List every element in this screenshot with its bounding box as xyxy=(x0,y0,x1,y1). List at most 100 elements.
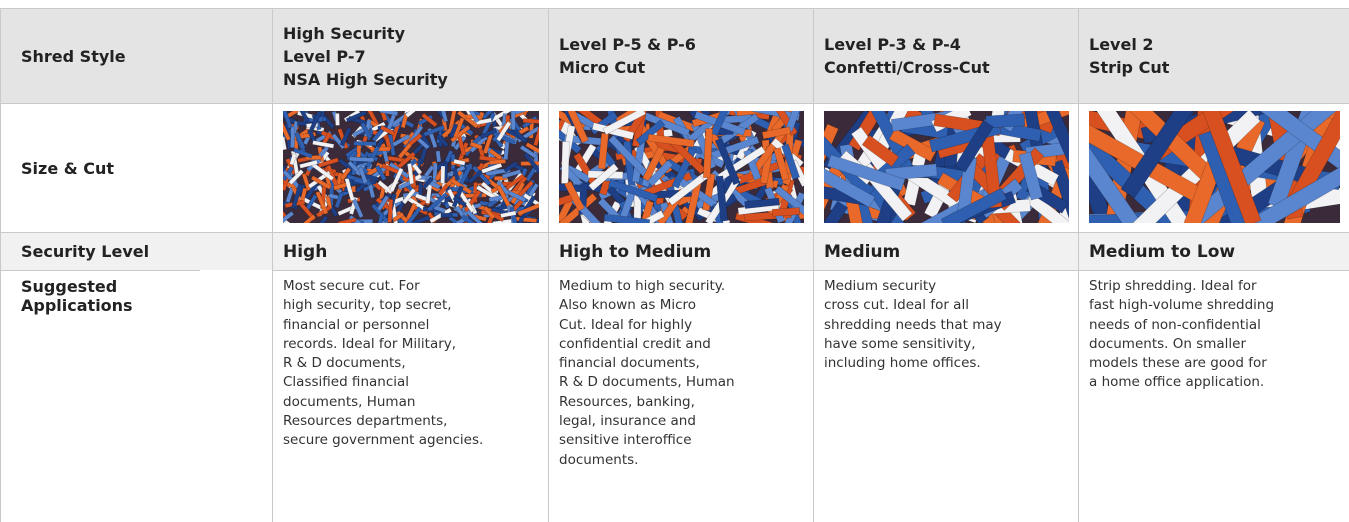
shred-strip xyxy=(496,184,511,208)
shred-strip xyxy=(522,118,539,124)
security-level: High to Medium xyxy=(548,232,813,270)
shred-strip xyxy=(437,183,449,196)
header-cell: High Security Level P-7 NSA High Security xyxy=(272,8,548,103)
shred-strip xyxy=(515,215,525,223)
header-line: Micro Cut xyxy=(559,58,646,77)
shred-strip xyxy=(503,160,519,173)
shred-strip xyxy=(1050,185,1069,223)
application-line: Also known as Micro xyxy=(559,297,697,314)
shred-strip xyxy=(714,137,741,186)
shred-strip xyxy=(1227,126,1340,223)
shred-strip xyxy=(488,158,507,165)
shred-strip xyxy=(317,157,340,168)
shred-strip xyxy=(667,174,705,206)
header-cell: Level P-5 & P-6 Micro Cut xyxy=(548,8,813,103)
shred-strip xyxy=(440,111,449,123)
shred-strip xyxy=(482,205,496,220)
application-line: shredding needs that may xyxy=(824,316,1002,333)
application-line: financial or personnel xyxy=(283,316,430,333)
shred-strip xyxy=(501,169,522,179)
shred-strip xyxy=(283,210,295,223)
shred-strip xyxy=(357,166,368,184)
shred-strip xyxy=(283,136,288,151)
shred-strip xyxy=(646,159,674,187)
shred-strip xyxy=(301,172,312,192)
application-cell: Medium to high security. Also known as Mi… xyxy=(548,270,813,522)
shred-strip xyxy=(426,192,449,213)
security-level: Medium to Low xyxy=(1078,232,1349,270)
application-cell: Most secure cut. For high security, top s… xyxy=(272,270,548,522)
application-line: confidential credit and xyxy=(559,335,711,352)
shred-strip xyxy=(781,143,801,180)
application-line: financial documents, xyxy=(559,355,700,372)
shred-strip xyxy=(298,213,317,223)
shred-strip xyxy=(448,215,461,223)
shred-strip xyxy=(1198,111,1262,223)
application-line: documents. xyxy=(559,451,639,468)
shred-strip xyxy=(1089,111,1140,223)
application-line: secure government agencies. xyxy=(283,432,484,449)
application-line: a home office application. xyxy=(1089,374,1265,391)
shred-strip xyxy=(638,209,665,223)
application-line: R & D documents, Human xyxy=(559,374,735,391)
shred-strip xyxy=(647,133,695,148)
shred-strip xyxy=(1044,111,1069,164)
shred-strip xyxy=(391,211,405,223)
image-cell xyxy=(548,103,813,232)
shred-strip xyxy=(429,207,453,223)
shred-strip xyxy=(451,167,461,181)
shred-strip xyxy=(467,169,484,185)
shred-strip xyxy=(451,185,464,208)
application-line: records. Ideal for Military, xyxy=(283,335,457,352)
shred-strip xyxy=(710,111,736,137)
shred-strip xyxy=(421,176,434,190)
shred-strip xyxy=(1245,111,1340,196)
shred-strip xyxy=(444,149,454,163)
shred-strip xyxy=(435,150,442,163)
application-line: cross cut. Ideal for all xyxy=(824,297,969,314)
shred-strip xyxy=(597,132,609,170)
shred-strip xyxy=(344,177,355,202)
shred-strip xyxy=(773,147,790,181)
shred-strip xyxy=(736,111,763,117)
shred-strip xyxy=(510,111,516,131)
shred-image xyxy=(559,111,804,223)
application-line: documents. On smaller xyxy=(1089,335,1247,352)
shred-strip xyxy=(460,214,479,223)
shred-strip xyxy=(288,168,305,186)
shred-strip xyxy=(480,162,503,174)
application-line: Classified financial xyxy=(283,374,410,391)
shred-strip xyxy=(283,111,293,129)
header-line: NSA High Security xyxy=(283,69,448,89)
row-label: Size & Cut xyxy=(0,103,272,232)
shred-strip xyxy=(378,111,399,117)
shred-strip xyxy=(299,111,311,124)
shred-strip xyxy=(401,187,417,205)
shred-strip xyxy=(505,173,526,190)
shred-strip xyxy=(488,148,503,161)
shred-strip xyxy=(440,212,453,218)
header-cell: Level 2 Strip Cut xyxy=(1078,8,1349,103)
shred-strip xyxy=(285,157,297,175)
shred-strip xyxy=(440,165,446,184)
security-level: High xyxy=(272,232,548,270)
shred-strip xyxy=(471,165,492,187)
header-label: Shred Style xyxy=(0,8,272,103)
shred-strip xyxy=(334,113,340,126)
header-cell: Level P-3 & P-4 Confetti/Cross-Cut xyxy=(813,8,1078,103)
shred-strip xyxy=(702,128,714,179)
security-level: Medium xyxy=(813,232,1078,270)
shred-strip xyxy=(588,163,619,192)
shred-strip xyxy=(774,185,804,223)
application-line: Medium security xyxy=(824,278,937,294)
shred-strip xyxy=(500,210,517,219)
header-line: Level P-5 & P-6 xyxy=(559,35,696,54)
shred-strip xyxy=(408,132,423,146)
shred-strip xyxy=(309,111,323,131)
shred-strip xyxy=(407,163,415,185)
shred-strip xyxy=(452,195,467,208)
shred-strip xyxy=(310,175,332,190)
shred-strip xyxy=(954,120,994,173)
shred-strip xyxy=(469,141,484,150)
